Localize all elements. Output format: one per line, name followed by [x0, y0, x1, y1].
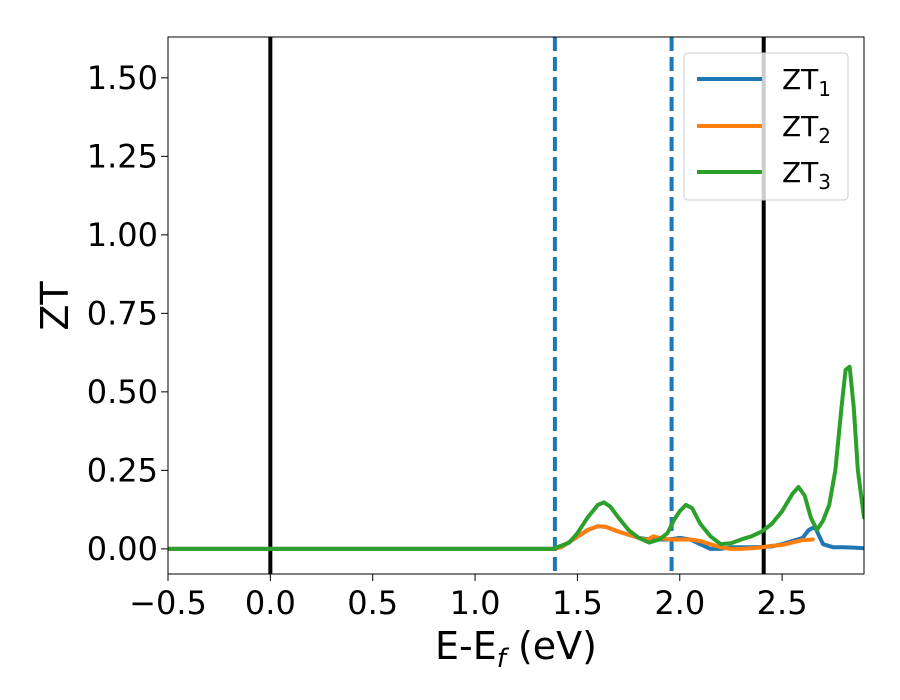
y-tick-label: 0.00: [87, 530, 158, 568]
y-tick-label: 1.00: [87, 216, 158, 254]
y-tick-label: 0.25: [87, 451, 158, 489]
legend-label-zt1: ZT1: [782, 63, 831, 101]
x-tick-label: 1.0: [450, 584, 501, 622]
y-tick-label: 1.50: [87, 59, 158, 97]
legend: ZT1 ZT2 ZT3: [683, 52, 849, 201]
x-tick-label: 2.5: [757, 584, 808, 622]
series-layer: [168, 364, 864, 551]
x-axis-label: E-Ef (eV): [435, 624, 597, 674]
legend-label-zt3: ZT3: [782, 156, 831, 194]
y-tick-label: 0.50: [87, 373, 158, 411]
series-line-zt3: [168, 364, 864, 551]
plot-frame: [167, 36, 865, 575]
legend-label-zt2: ZT2: [782, 110, 831, 148]
x-tick-label: 2.0: [654, 584, 705, 622]
y-tick-label: 1.25: [87, 137, 158, 175]
y-axis-label: ZT: [33, 281, 77, 331]
y-tick-label: 0.75: [87, 294, 158, 332]
x-tick-label: 1.5: [552, 584, 603, 622]
x-tick-label: 0.0: [245, 584, 296, 622]
y-axis: 0.00 0.25 0.50 0.75 1.00 1.25 1.50: [87, 59, 168, 568]
x-tick-label: 0.5: [347, 584, 398, 622]
x-axis: −0.5 0.0 0.5 1.0 1.5 2.0 2.5: [129, 574, 808, 622]
legend-box: [683, 52, 849, 201]
x-tick-label: −0.5: [129, 584, 207, 622]
series-line-zt2: [168, 524, 815, 551]
